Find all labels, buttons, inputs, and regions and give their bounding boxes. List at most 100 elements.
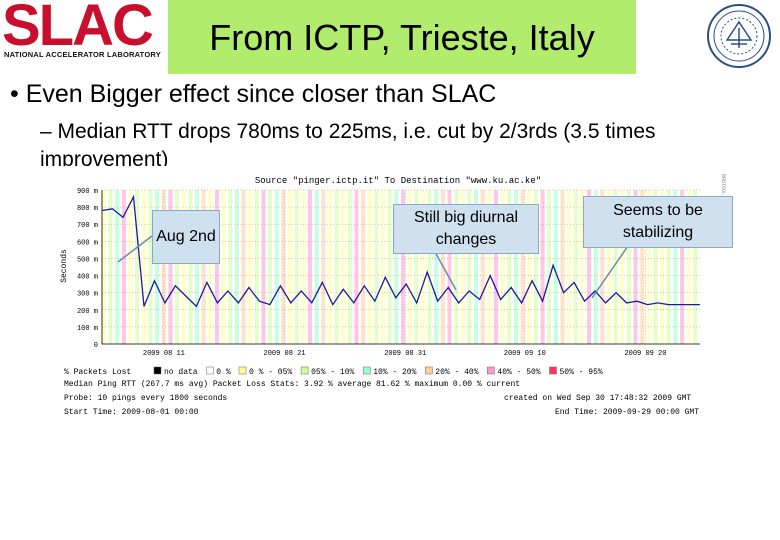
loss-band [354, 190, 359, 344]
loss-band [540, 190, 545, 344]
loss-band [680, 190, 685, 344]
loss-band [600, 190, 605, 344]
loss-band [288, 190, 293, 344]
loss-band [367, 190, 372, 344]
loss-band [321, 190, 326, 344]
loss-band [121, 190, 126, 344]
loss-band [115, 190, 120, 344]
rtt-series-line [101, 194, 700, 308]
loss-band [374, 190, 379, 344]
loss-band [307, 190, 312, 344]
loss-band [201, 190, 206, 344]
x-tick-label: 2009 09 10 [504, 350, 546, 358]
loss-band [168, 190, 173, 344]
loss-band [567, 190, 572, 344]
loss-band [214, 190, 219, 344]
loss-band [467, 190, 472, 344]
x-tick-label: 2009 09 20 [624, 350, 666, 358]
loss-band [626, 190, 631, 344]
legend-swatch [362, 366, 371, 375]
loss-band [513, 190, 518, 344]
legend-swatch [300, 366, 309, 375]
loss-band [580, 190, 585, 344]
loss-band [381, 190, 386, 344]
y-axis-label: Seconds [60, 249, 69, 283]
probe-line: Probe: 10 pings every 1800 seconds [64, 394, 227, 403]
loss-band [673, 190, 678, 344]
loss-band [394, 190, 399, 344]
y-ticks: 0 100 m 200 m 300 m 400 m 500 m 600 m 700 m 800 … [77, 188, 98, 350]
loss-band [640, 190, 645, 344]
loss-band [208, 190, 213, 344]
loss-band [560, 190, 565, 344]
loss-band [533, 190, 538, 344]
loss-band [646, 190, 651, 344]
loss-band [294, 190, 299, 344]
bullet-main: • Even Bigger effect since closer than S… [10, 80, 497, 108]
loss-band [241, 190, 246, 344]
loss-band [573, 190, 578, 344]
callout-stabilizing: Seems to be stabilizing [583, 196, 733, 248]
loss-bands [102, 190, 698, 344]
loss-band [593, 190, 598, 344]
loss-band [633, 190, 638, 344]
loss-band [420, 190, 425, 344]
loss-band [527, 190, 532, 344]
stats-line: Median Ping RTT (267.7 ms avg) Packet Lo… [64, 380, 520, 389]
loss-band [334, 190, 339, 344]
loss-band [108, 190, 113, 344]
x-tick-label: 2009 08 21 [264, 350, 306, 358]
loss-band [135, 190, 140, 344]
loss-band [314, 190, 319, 344]
loss-band [553, 190, 558, 344]
loss-band [401, 190, 405, 344]
loss-band [195, 190, 200, 344]
start-line: Start Time: 2009-08-01 00:00 [64, 408, 199, 417]
y-tick-label: 100 m [77, 325, 98, 333]
legend-swatch [549, 366, 557, 375]
loss-band [460, 190, 465, 344]
legend-label: 0 % [216, 368, 231, 377]
loss-band [327, 190, 332, 344]
y-tick-label: 900 m [77, 188, 98, 196]
loss-band [693, 190, 698, 344]
legend-label: 05% - 10% [311, 368, 354, 377]
loss-band [494, 190, 499, 344]
loss-band [128, 190, 133, 344]
chart-axes [101, 190, 700, 345]
loss-band [361, 190, 366, 344]
legend-label: 20% - 40% [435, 368, 478, 377]
legend-swatch [487, 366, 495, 375]
loss-band [175, 190, 180, 344]
loss-band [454, 190, 459, 344]
x-ticks: 2009 08 11 2009 08 21 2009 08 31 2009 09 10… [143, 350, 667, 358]
legend-swatch [238, 366, 247, 375]
loss-band [274, 190, 279, 344]
loss-band [188, 190, 193, 344]
created-line: created on Wed Sep 30 17:48:32 2009 GMT [504, 394, 691, 403]
loss-band [221, 190, 226, 344]
loss-band [341, 190, 346, 344]
loss-band [666, 190, 671, 344]
chart-title: Source "pinger.ictp.it" To Destination "… [255, 176, 541, 186]
loss-band [660, 190, 665, 344]
loss-band [155, 190, 160, 344]
y-tick-label: 200 m [77, 308, 98, 316]
loss-band [281, 190, 286, 344]
loss-band [434, 190, 439, 344]
loss-band [268, 190, 273, 344]
loss-band [387, 190, 392, 344]
y-tick-label: 400 m [77, 274, 98, 282]
loss-band [161, 190, 166, 344]
legend-swatch [425, 366, 433, 375]
loss-band [301, 190, 306, 344]
y-tick-label: 500 m [77, 256, 98, 264]
loss-band [520, 190, 525, 344]
legend-swatch [206, 366, 214, 375]
legend-label: 40% - 50% [497, 368, 540, 377]
y-tick-label: 700 m [77, 222, 98, 230]
legend-label: 10% - 20% [373, 368, 416, 377]
legend-prefix: % Packets Lost [64, 368, 131, 377]
loss-band [254, 190, 259, 344]
